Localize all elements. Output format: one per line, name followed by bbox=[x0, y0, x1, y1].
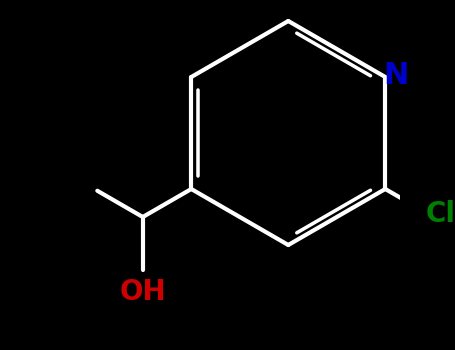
Text: N: N bbox=[383, 61, 409, 90]
Text: OH: OH bbox=[120, 278, 166, 306]
Text: Cl: Cl bbox=[425, 199, 455, 228]
